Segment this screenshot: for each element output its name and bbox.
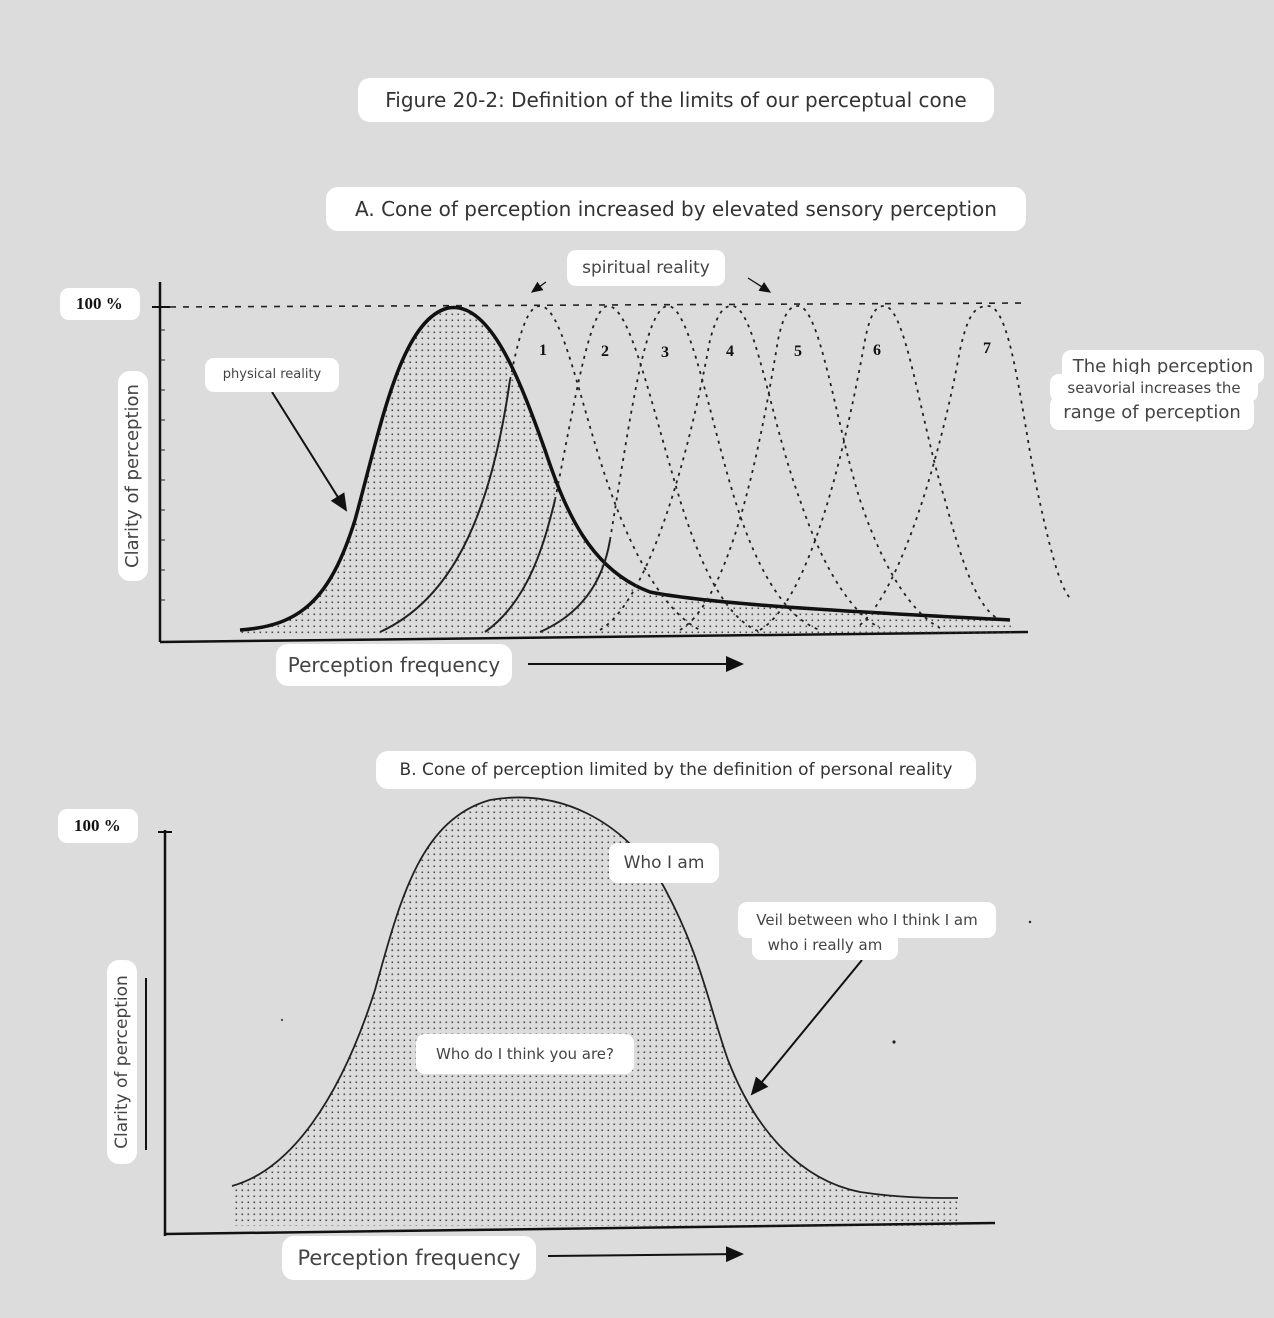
side-note-line-3: range of perception [1050,396,1254,430]
spiritual-curve-3 [609,305,821,631]
curve-number-6: 6 [873,342,881,359]
spiritual-curve-4 [599,305,881,631]
panel-a-title: A. Cone of perception increased by eleva… [326,187,1026,231]
curve-number-3: 3 [661,344,669,361]
spiritual-curve-2-rise [484,499,556,633]
inner-cone-label: Who do I think you are? [416,1034,634,1074]
curve-number-7: 7 [983,340,991,357]
spiritual-arrow-left [530,281,547,293]
physical-reality-label: physical reality [205,358,339,392]
curve-number-5: 5 [794,343,802,360]
curve-number-2: 2 [601,343,609,360]
panel-b-100-label: 100 % [58,809,138,843]
cone-curve [231,796,959,1199]
panel-b-graph [145,796,1032,1263]
veil-label-line-2: who i really am [752,930,898,960]
spiritual-curve-7 [859,305,1073,626]
spiritual-reality-label: spiritual reality [567,250,725,286]
x-axis-arrow-b [547,1246,744,1263]
spiritual-arrow-right [747,277,772,293]
panel-a-x-label: Perception frequency [276,644,512,686]
panel-b-x-label: Perception frequency [282,1236,536,1280]
panel-b-title: B. Cone of perception limited by the def… [376,751,976,789]
panel-b-y-label: Clarity of perception [107,960,137,1164]
spiritual-reality-curves [509,305,1073,633]
spiritual-curve-6 [759,305,1001,631]
panel-a-shaded-area [240,307,1012,634]
figure-title: Figure 20-2: Definition of the limits of… [358,78,994,122]
spiritual-curve-2 [554,305,761,633]
who-i-am-label: Who I am [609,843,719,883]
physical-reality-arrow [271,391,348,512]
panel-a-100-line [169,302,1029,308]
spiritual-curve-5 [679,305,941,631]
curve-number-4: 4 [726,343,734,360]
curve-number-1: 1 [539,342,547,359]
physical-reality-curve [239,305,1011,632]
spiritual-curve-3-rise [539,539,611,633]
spiritual-curve-1-rise [379,379,511,633]
panel-a-y-label: Clarity of perception [118,371,148,581]
panel-a-graph [144,277,1073,672]
cone-area [232,797,958,1226]
veil-arrow [750,959,863,1096]
panel-a-100-label: 100 % [60,288,140,320]
